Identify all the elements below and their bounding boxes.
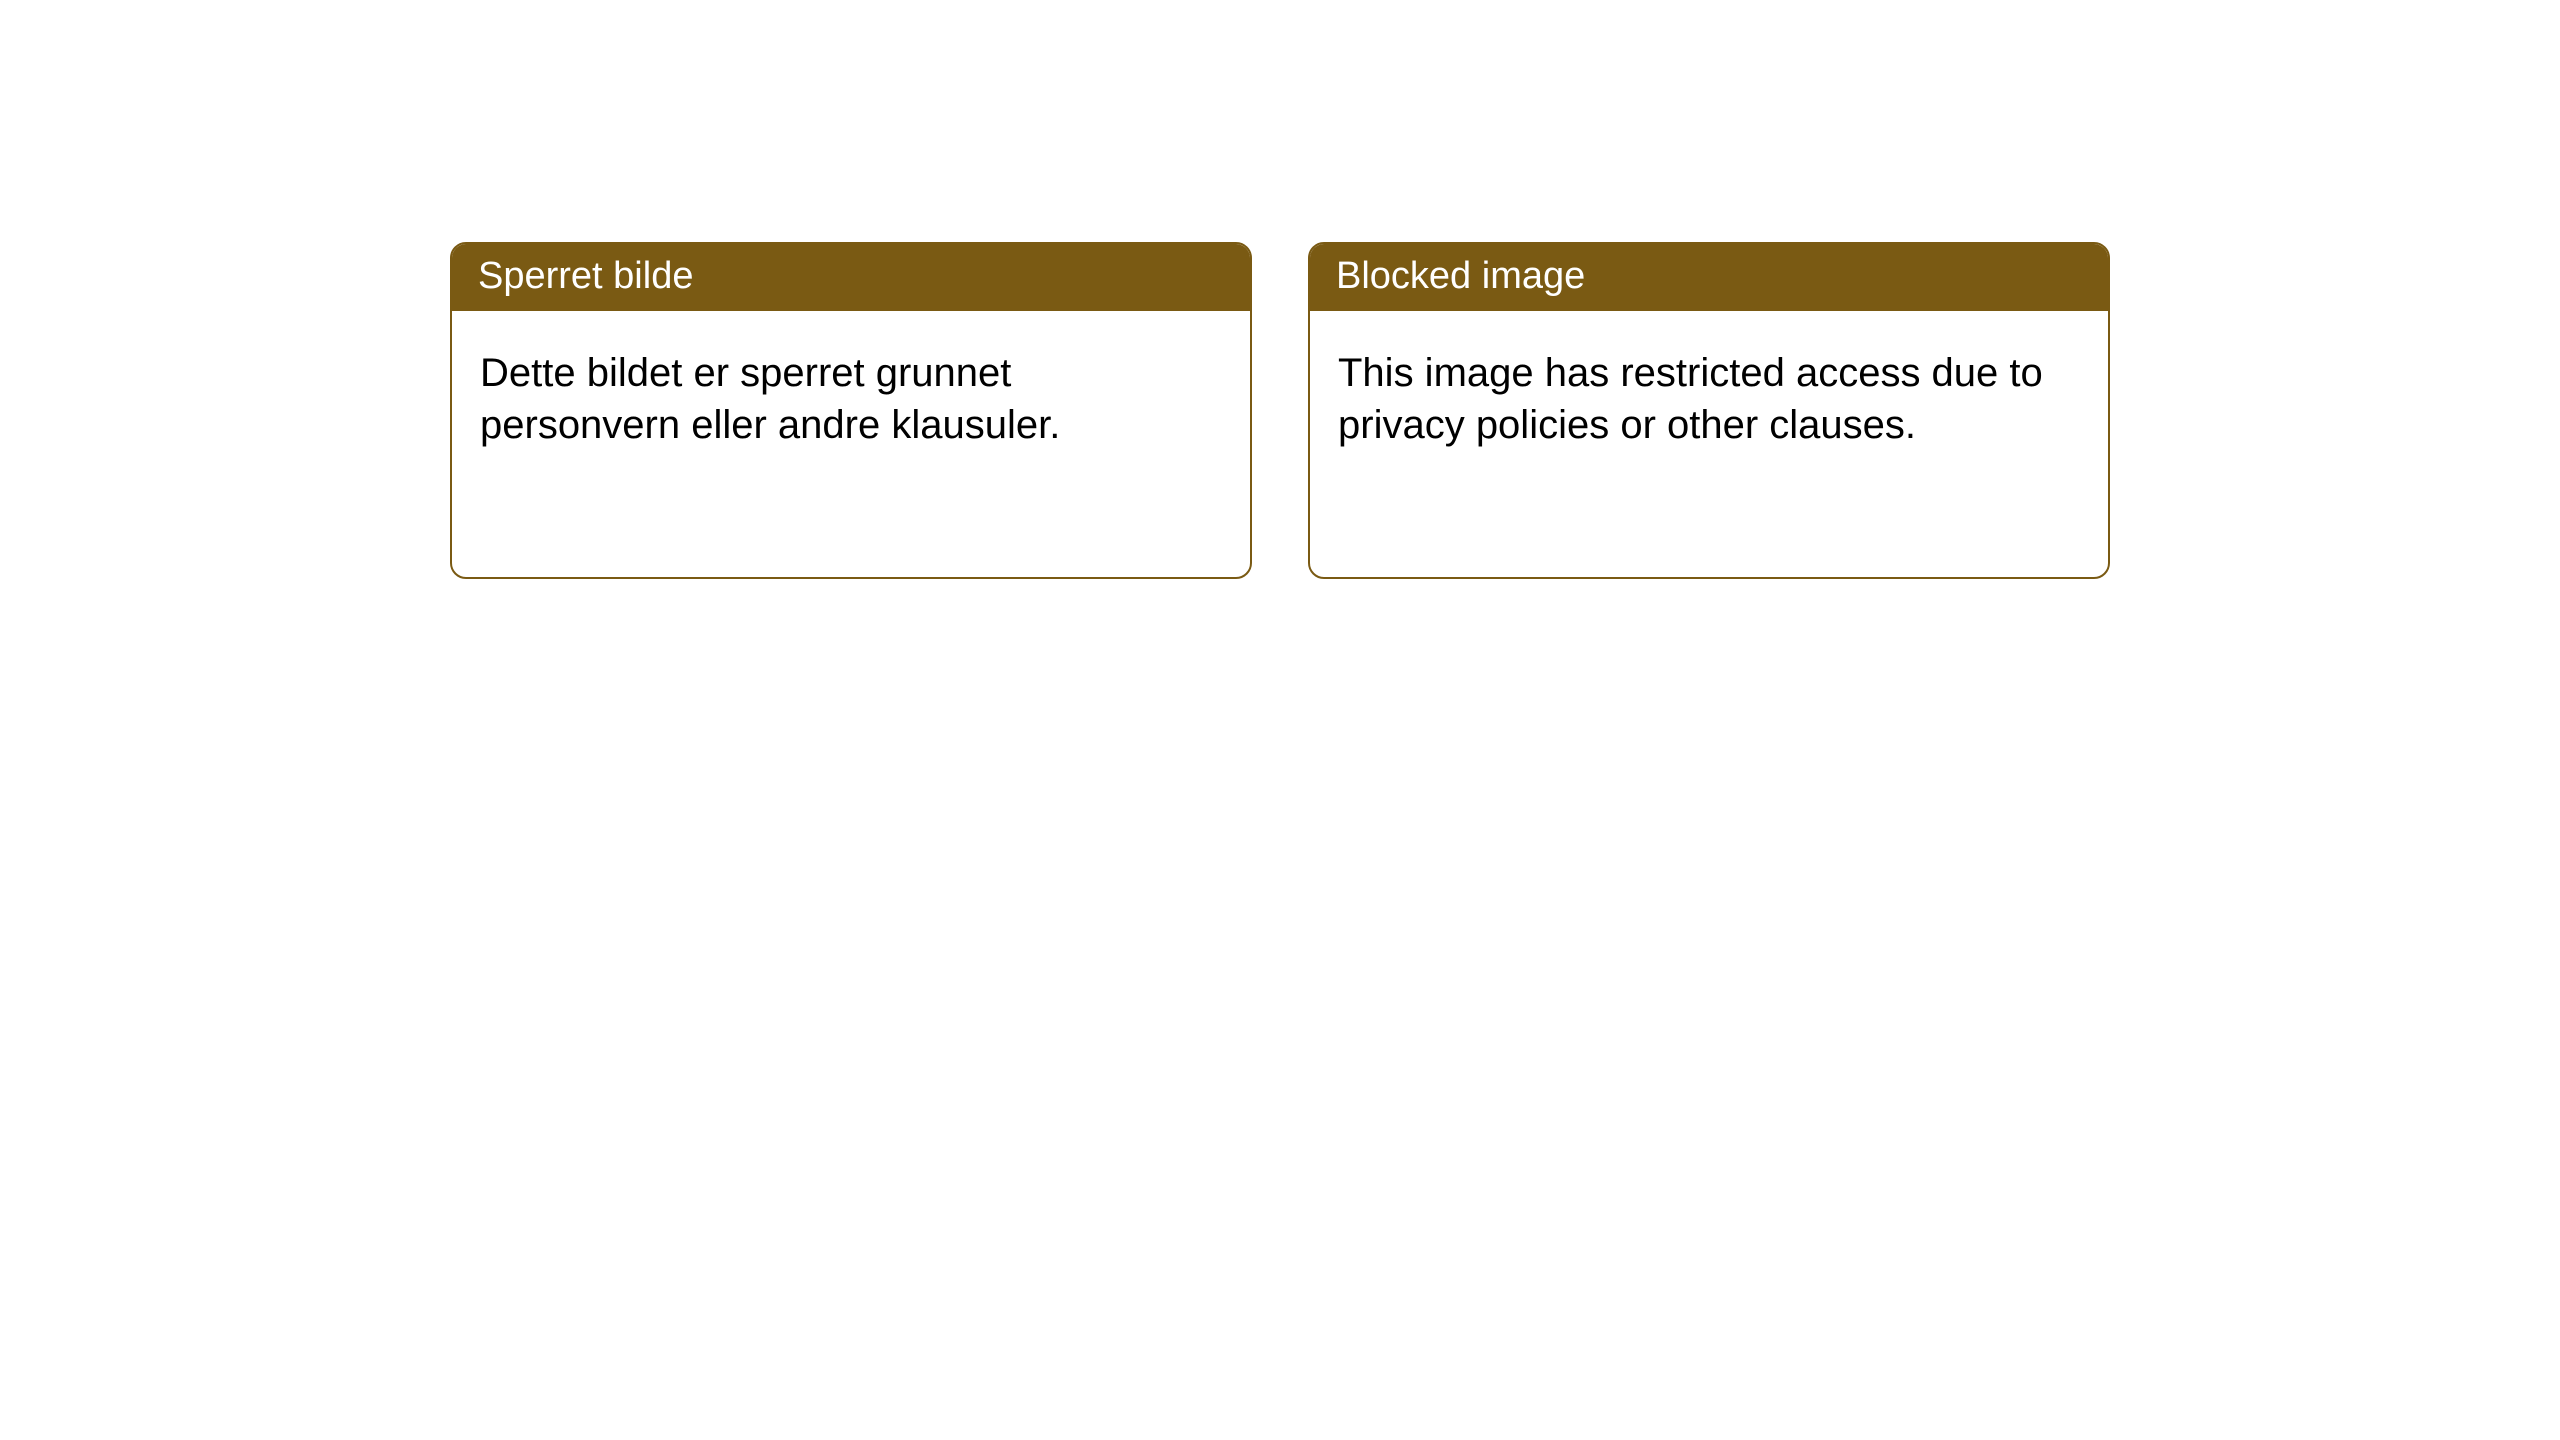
card-body: This image has restricted access due to …: [1310, 311, 2108, 479]
card-title: Blocked image: [1336, 255, 1585, 297]
card-message: Dette bildet er sperret grunnet personve…: [480, 347, 1222, 451]
card-header: Blocked image: [1310, 244, 2108, 311]
card-header: Sperret bilde: [452, 244, 1250, 311]
card-title: Sperret bilde: [478, 255, 693, 297]
notice-card-english: Blocked image This image has restricted …: [1308, 242, 2110, 579]
notice-card-norwegian: Sperret bilde Dette bildet er sperret gr…: [450, 242, 1252, 579]
notice-cards-container: Sperret bilde Dette bildet er sperret gr…: [450, 242, 2560, 579]
card-body: Dette bildet er sperret grunnet personve…: [452, 311, 1250, 479]
card-message: This image has restricted access due to …: [1338, 347, 2080, 451]
